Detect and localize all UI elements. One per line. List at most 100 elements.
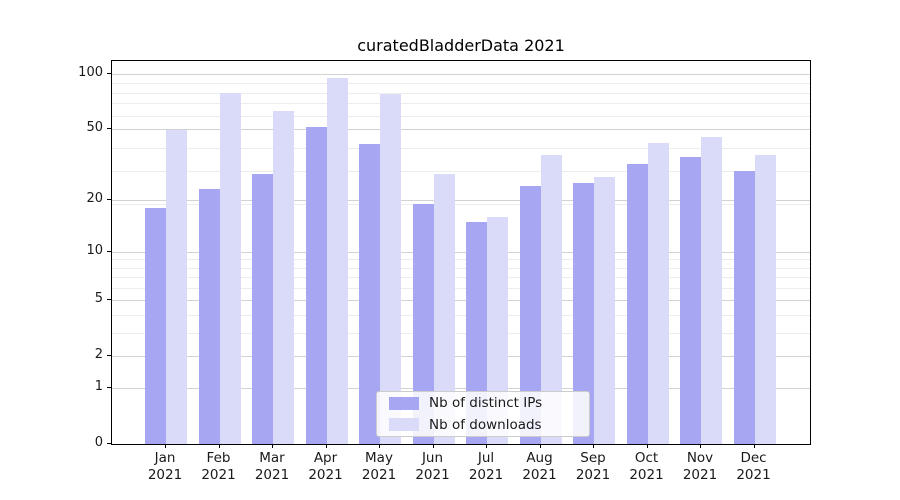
x-tick-label-year: 2021 xyxy=(147,467,183,483)
x-tick-label-oct-2021: Oct 2021 xyxy=(617,450,677,484)
x-tick-label-jul-2021: Jul 2021 xyxy=(456,450,516,484)
legend-row-distinct-ips: Nb of distinct IPs xyxy=(385,394,581,413)
bar-distinct-ips-jan xyxy=(145,207,166,444)
x-tick-label-month: Oct xyxy=(634,450,659,466)
legend-swatch-distinct-ips xyxy=(389,396,419,410)
gridline-major xyxy=(112,199,810,201)
gridline-minor xyxy=(112,83,810,85)
legend-label-distinct-ips: Nb of distinct IPs xyxy=(429,395,543,412)
bar-distinct-ips-dec xyxy=(733,171,755,444)
bar-downloads-jun xyxy=(433,174,455,444)
x-tick-label-month: Dec xyxy=(740,450,767,466)
x-tick-mark xyxy=(700,444,701,448)
bar-distinct-ips-apr xyxy=(305,127,327,444)
gridline-major xyxy=(112,74,810,75)
x-tick-label-jun-2021: Jun 2021 xyxy=(403,450,463,484)
gridline-minor xyxy=(112,287,810,289)
legend-label-downloads: Nb of downloads xyxy=(429,416,542,433)
y-tick-mark xyxy=(107,387,111,389)
y-tick-label-50: 50 xyxy=(86,119,103,135)
x-tick-label-month: Feb xyxy=(206,450,231,466)
y-tick-label-10: 10 xyxy=(86,242,103,258)
bar-downloads-may xyxy=(380,93,401,444)
bar-downloads-nov xyxy=(701,137,722,444)
x-tick-mark xyxy=(272,444,273,448)
gridline-major xyxy=(112,388,810,390)
bar-distinct-ips-feb xyxy=(198,189,220,444)
gridline-minor xyxy=(112,103,810,105)
gridline-major xyxy=(112,300,810,302)
x-tick-label-month: Sep xyxy=(580,450,606,466)
bar-distinct-ips-may xyxy=(359,144,380,444)
x-tick-label-year: 2021 xyxy=(522,467,557,483)
legend-row-downloads: Nb of downloads xyxy=(385,416,581,435)
y-tick-mark xyxy=(107,73,111,74)
gridline-major xyxy=(112,355,810,357)
x-tick-label-apr-2021: Apr 2021 xyxy=(296,450,356,484)
x-tick-mark xyxy=(646,444,648,448)
gridline-minor xyxy=(112,314,810,316)
x-tick-label-year: 2021 xyxy=(415,467,450,483)
x-tick-label-year: 2021 xyxy=(201,467,236,483)
bar-downloads-oct xyxy=(647,142,669,444)
x-tick-label-year: 2021 xyxy=(254,467,290,483)
x-tick-label-year: 2021 xyxy=(682,467,718,483)
gridline-major xyxy=(112,251,810,253)
bar-downloads-jan xyxy=(166,130,187,444)
x-tick-label-year: 2021 xyxy=(736,467,771,483)
x-tick-label-mar-2021: Mar 2021 xyxy=(242,450,302,484)
x-tick-label-year: 2021 xyxy=(468,467,504,483)
x-tick-label-month: Jun xyxy=(421,450,444,466)
bar-downloads-aug xyxy=(540,154,562,444)
chart-title: curatedBladderData 2021 xyxy=(357,36,565,55)
x-tick-mark xyxy=(486,444,487,448)
legend-swatch-downloads xyxy=(389,418,419,432)
gridline-minor xyxy=(112,148,810,150)
bar-distinct-ips-jun xyxy=(412,203,434,444)
x-tick-mark xyxy=(593,444,594,448)
bar-distinct-ips-sep xyxy=(573,182,594,444)
bar-downloads-mar xyxy=(273,110,294,444)
x-tick-label-month: May xyxy=(365,450,393,466)
y-tick-mark xyxy=(107,198,111,200)
y-tick-label-100: 100 xyxy=(78,65,103,80)
legend: Nb of distinct IPs Nb of downloads xyxy=(376,391,590,437)
gridline-minor xyxy=(112,115,810,117)
x-tick-label-year: 2021 xyxy=(629,467,664,483)
y-tick-label-1: 1 xyxy=(94,379,103,395)
bar-downloads-dec xyxy=(754,154,776,444)
x-tick-mark xyxy=(165,444,166,448)
x-tick-label-year: 2021 xyxy=(575,467,611,483)
y-tick-mark xyxy=(107,250,111,252)
x-tick-mark xyxy=(325,444,327,448)
bar-distinct-ips-oct xyxy=(626,163,648,444)
bar-downloads-feb xyxy=(219,92,241,444)
x-tick-mark xyxy=(753,444,755,448)
x-tick-mark xyxy=(218,444,220,448)
gridline-minor xyxy=(112,92,810,94)
gridline-minor xyxy=(112,267,810,269)
x-tick-label-month: Jan xyxy=(154,450,176,466)
bar-downloads-jul xyxy=(487,216,508,444)
gridline-major xyxy=(112,128,810,130)
bar-distinct-ips-aug xyxy=(519,185,541,444)
y-tick-mark xyxy=(107,127,111,129)
x-tick-label-dec-2021: Dec 2021 xyxy=(724,450,784,484)
x-tick-mark xyxy=(432,444,434,448)
x-tick-label-month: Nov xyxy=(686,450,714,466)
x-tick-label-month: Apr xyxy=(313,450,338,466)
gridline-minor xyxy=(112,277,810,279)
x-tick-label-month: Mar xyxy=(259,450,285,466)
x-tick-mark xyxy=(379,444,380,448)
x-tick-label-nov-2021: Nov 2021 xyxy=(670,450,730,484)
gridline-minor xyxy=(112,203,810,205)
bar-distinct-ips-jul xyxy=(466,221,487,444)
x-tick-label-may-2021: May 2021 xyxy=(349,450,409,484)
bar-distinct-ips-mar xyxy=(252,174,273,444)
y-tick-label-2: 2 xyxy=(94,346,103,362)
plot-area: Nb of distinct IPs Nb of downloads xyxy=(111,60,811,445)
x-tick-label-sep-2021: Sep 2021 xyxy=(563,450,623,484)
x-tick-label-aug-2021: Aug 2021 xyxy=(510,450,570,484)
y-tick-mark xyxy=(107,354,111,356)
gridline-minor xyxy=(112,171,810,173)
